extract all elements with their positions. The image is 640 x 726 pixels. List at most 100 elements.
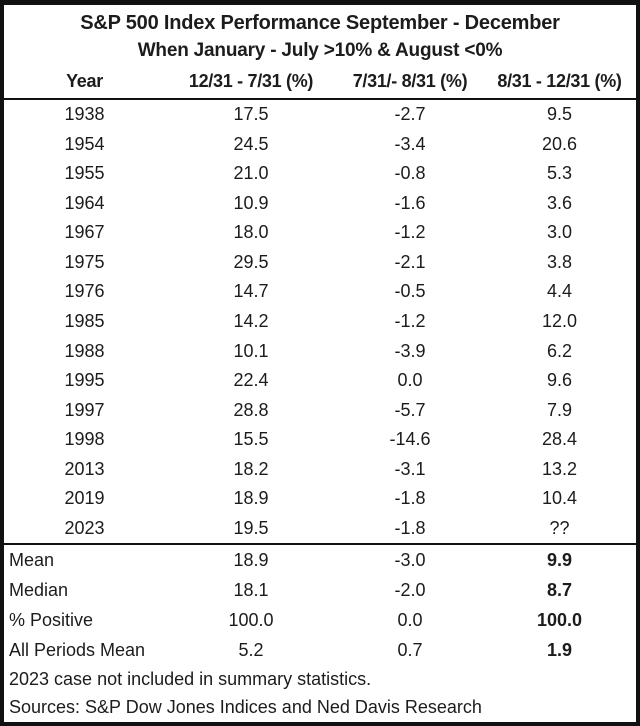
aug-dec-cell: 12.0 [541, 310, 578, 331]
summary-row-pct-positive: % Positive 100.0 0.0 100.0 [4, 605, 636, 635]
dec-jul-cell: 24.5 [233, 133, 269, 154]
jul-aug-cell: -3.0 [394, 549, 426, 570]
dec-jul-cell: 22.4 [233, 370, 269, 391]
header-row: Year 12/31 - 7/31 (%) 7/31/- 8/31 (%) 8/… [4, 65, 636, 98]
jul-aug-cell: -1.2 [394, 222, 426, 243]
jul-aug-cell: -2.0 [394, 579, 426, 600]
aug-dec-cell: 3.8 [546, 251, 573, 272]
table-row: 1964 10.9 -1.6 3.6 [4, 189, 636, 219]
table-row: 1976 14.7 -0.5 4.4 [4, 277, 636, 307]
table-row: 1997 28.8 -5.7 7.9 [4, 395, 636, 425]
table-title: S&P 500 Index Performance September - De… [80, 12, 560, 34]
year-cell: 1995 [64, 370, 105, 391]
table-row: 2023 19.5 -1.8 ?? [4, 513, 636, 543]
table-row: 1975 29.5 -2.1 3.8 [4, 248, 636, 278]
dec-jul-cell: 14.2 [233, 310, 269, 331]
aug-dec-cell: 6.2 [546, 340, 573, 361]
aug-dec-cell: 9.5 [546, 104, 573, 125]
aug-dec-cell: 3.0 [546, 222, 573, 243]
dec-jul-cell: 100.0 [228, 609, 274, 630]
dec-jul-cell: 28.8 [233, 399, 269, 420]
summary-row-median: Median 18.1 -2.0 8.7 [4, 575, 636, 605]
table-row: 1938 17.5 -2.7 9.5 [4, 100, 636, 130]
dec-jul-cell: 18.2 [233, 458, 269, 479]
year-cell: 1975 [64, 251, 105, 272]
jul-aug-cell: -5.7 [394, 399, 426, 420]
year-cell: 1976 [64, 281, 105, 302]
aug-dec-cell: 7.9 [546, 399, 573, 420]
jul-aug-cell: -1.8 [394, 517, 426, 538]
summary-divider [4, 543, 636, 545]
dec-jul-cell: 18.1 [233, 579, 269, 600]
aug-dec-cell: 9.6 [546, 370, 573, 391]
aug-dec-cell: 28.4 [541, 429, 578, 450]
jul-aug-cell: -1.2 [394, 310, 426, 331]
jul-aug-cell: -0.8 [394, 163, 426, 184]
table-row: 1995 22.4 0.0 9.6 [4, 366, 636, 396]
year-cell: 1967 [64, 222, 105, 243]
aug-dec-cell: 4.4 [546, 281, 573, 302]
table-body: 1938 17.5 -2.7 9.5 1954 24.5 -3.4 20.6 1… [4, 100, 636, 543]
aug-dec-cell: ?? [549, 517, 570, 538]
table-row: 1988 10.1 -3.9 6.2 [4, 336, 636, 366]
year-cell: 1998 [64, 429, 105, 450]
jul-aug-cell: -2.1 [394, 251, 426, 272]
summary-row-all-periods-mean: All Periods Mean 5.2 0.7 1.9 [4, 635, 636, 665]
sources-note: Sources: S&P Dow Jones Indices and Ned D… [9, 697, 482, 717]
aug-dec-cell: 1.9 [546, 639, 573, 660]
header-divider [4, 98, 636, 100]
year-cell: 1997 [64, 399, 105, 420]
summary-label: Median [9, 579, 69, 600]
dec-jul-cell: 18.0 [233, 222, 269, 243]
aug-dec-cell: 5.3 [546, 163, 573, 184]
year-cell: 2023 [64, 517, 105, 538]
dec-jul-cell: 10.9 [233, 192, 269, 213]
dec-jul-cell: 29.5 [233, 251, 269, 272]
aug-dec-cell: 9.9 [546, 549, 573, 570]
year-cell: 1964 [64, 192, 105, 213]
column-header-jul-aug: 7/31/- 8/31 (%) [352, 71, 468, 91]
table-row: 1985 14.2 -1.2 12.0 [4, 307, 636, 337]
aug-dec-cell: 8.7 [546, 579, 573, 600]
year-cell: 2019 [64, 488, 105, 509]
table-row: 2019 18.9 -1.8 10.4 [4, 484, 636, 514]
summary-section: Mean 18.9 -3.0 9.9 Median 18.1 -2.0 8.7 … [4, 545, 636, 665]
year-cell: 1938 [64, 104, 105, 125]
table-subtitle: When January - July >10% & August <0% [137, 40, 503, 61]
jul-aug-cell: -3.1 [394, 458, 426, 479]
aug-dec-cell: 3.6 [546, 192, 573, 213]
year-cell: 1985 [64, 310, 105, 331]
column-header-dec-jul: 12/31 - 7/31 (%) [188, 71, 314, 91]
jul-aug-cell: -3.4 [394, 133, 426, 154]
column-header-aug-dec: 8/31 - 12/31 (%) [497, 71, 622, 91]
dec-jul-cell: 15.5 [233, 429, 269, 450]
jul-aug-cell: -1.8 [394, 488, 426, 509]
year-cell: 2013 [64, 458, 105, 479]
year-cell: 1988 [64, 340, 105, 361]
dec-jul-cell: 10.1 [233, 340, 269, 361]
table-row: 1998 15.5 -14.6 28.4 [4, 425, 636, 455]
year-cell: 1954 [64, 133, 105, 154]
dec-jul-cell: 19.5 [233, 517, 269, 538]
year-cell: 1955 [64, 163, 105, 184]
table-row: 1967 18.0 -1.2 3.0 [4, 218, 636, 248]
footnote-2023-exclusion: 2023 case not included in summary statis… [9, 669, 372, 689]
aug-dec-cell: 100.0 [536, 609, 583, 630]
dec-jul-cell: 18.9 [233, 488, 269, 509]
aug-dec-cell: 13.2 [541, 458, 578, 479]
jul-aug-cell: 0.0 [397, 609, 423, 630]
aug-dec-cell: 10.4 [541, 488, 578, 509]
column-header-year: Year [66, 71, 103, 91]
aug-dec-cell: 20.6 [541, 133, 578, 154]
jul-aug-cell: 0.0 [397, 370, 423, 391]
dec-jul-cell: 5.2 [238, 639, 264, 660]
table-row: 1954 24.5 -3.4 20.6 [4, 130, 636, 160]
dec-jul-cell: 21.0 [233, 163, 269, 184]
summary-label: All Periods Mean [9, 639, 146, 660]
dec-jul-cell: 14.7 [233, 281, 269, 302]
table-row: 2013 18.2 -3.1 13.2 [4, 454, 636, 484]
dec-jul-cell: 18.9 [233, 549, 269, 570]
jul-aug-cell: -0.5 [394, 281, 426, 302]
summary-row-mean: Mean 18.9 -3.0 9.9 [4, 545, 636, 575]
